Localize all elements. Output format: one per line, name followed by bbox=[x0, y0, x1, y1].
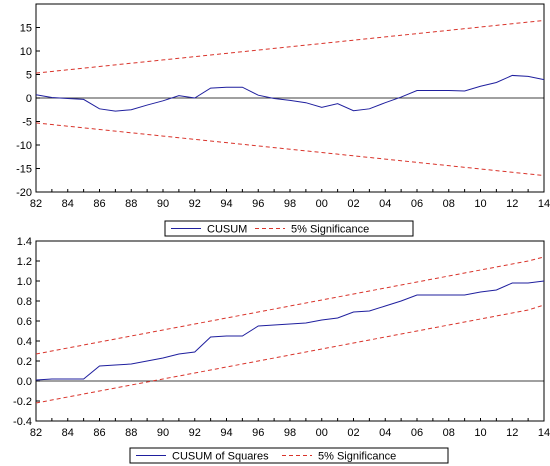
legend-box bbox=[164, 220, 414, 237]
x-tick-label: 08 bbox=[443, 427, 455, 439]
x-tick-label: 98 bbox=[284, 198, 296, 210]
y-tick-label: 1.2 bbox=[17, 256, 32, 268]
x-tick-label: 00 bbox=[316, 427, 328, 439]
y-tick-label: 1.0 bbox=[17, 276, 32, 288]
y-tick-label: 0.4 bbox=[17, 336, 32, 348]
plot-frame bbox=[35, 240, 545, 422]
x-tick-label: 90 bbox=[157, 198, 169, 210]
x-tick-label: 04 bbox=[379, 198, 391, 210]
x-tick-label: 90 bbox=[157, 427, 169, 439]
x-tick-label: 12 bbox=[506, 198, 518, 210]
x-tick-label: 10 bbox=[474, 198, 486, 210]
y-tick-label: 0 bbox=[26, 93, 32, 105]
legend-label: CUSUM bbox=[207, 224, 247, 236]
x-tick-label: 92 bbox=[189, 427, 201, 439]
x-tick-label: 06 bbox=[411, 427, 423, 439]
legend-label: 5% Significance bbox=[291, 224, 369, 236]
x-tick-label: 92 bbox=[189, 198, 201, 210]
x-tick-label: 88 bbox=[125, 427, 137, 439]
y-tick-label: 15 bbox=[20, 23, 32, 35]
x-tick-label: 84 bbox=[62, 427, 74, 439]
x-tick-label: 98 bbox=[284, 427, 296, 439]
x-tick-label: 96 bbox=[252, 427, 264, 439]
series-line-1 bbox=[35, 280, 545, 381]
chart-1: -20 -15 -10 -5 0 5 10 15 82 84 86 88 90 92 94 96 98 00 02 0… bbox=[16, 3, 550, 237]
x-tick-label: 14 bbox=[538, 427, 550, 439]
series-line-2 bbox=[35, 256, 545, 355]
x-tick-label: 86 bbox=[93, 198, 105, 210]
x-tick-label: 84 bbox=[62, 198, 74, 210]
y-tick-label: -15 bbox=[16, 164, 32, 176]
x-tick-label: 82 bbox=[30, 198, 42, 210]
x-tick-label: 88 bbox=[125, 198, 137, 210]
x-tick-label: 82 bbox=[30, 427, 42, 439]
series-line-3 bbox=[35, 304, 545, 404]
y-tick-label: 5 bbox=[26, 70, 32, 82]
legend: CUSUM 5% Significance bbox=[164, 220, 414, 237]
x-tick-label: 12 bbox=[506, 427, 518, 439]
x-tick-label: 02 bbox=[347, 198, 359, 210]
x-tick-label: 96 bbox=[252, 198, 264, 210]
x-tick-label: 04 bbox=[379, 427, 391, 439]
x-tick-label: 10 bbox=[474, 427, 486, 439]
y-tick-label: -0.2 bbox=[13, 396, 32, 408]
x-tick-label: 14 bbox=[538, 198, 550, 210]
y-tick-label: -5 bbox=[22, 117, 32, 129]
x-tick-label: 02 bbox=[347, 427, 359, 439]
y-tick-label: -0.4 bbox=[13, 416, 32, 428]
y-tick-label: 10 bbox=[20, 46, 32, 58]
x-tick-label: 06 bbox=[411, 198, 423, 210]
y-tick-label: -20 bbox=[16, 187, 32, 199]
x-tick-label: 94 bbox=[220, 427, 232, 439]
y-tick-label: 0.8 bbox=[17, 296, 32, 308]
legend-label: 5% Significance bbox=[318, 451, 396, 463]
series-line-1 bbox=[35, 74, 545, 112]
y-tick-label: -10 bbox=[16, 140, 32, 152]
x-tick-label: 94 bbox=[220, 198, 232, 210]
series-line-3 bbox=[35, 122, 545, 177]
x-tick-label: 00 bbox=[316, 198, 328, 210]
y-tick-label: 0.0 bbox=[17, 376, 32, 388]
y-tick-label: 1.4 bbox=[17, 236, 32, 248]
x-tick-label: 86 bbox=[93, 427, 105, 439]
x-tick-label: 08 bbox=[443, 198, 455, 210]
legend: CUSUM of Squares 5% Significance bbox=[129, 447, 449, 464]
series-line-2 bbox=[35, 19, 545, 74]
y-tick-label: 0.2 bbox=[17, 356, 32, 368]
chart-2: -0.4 -0.2 0.0 0.2 0.4 0.6 0.8 1.0 1.2 1.4 82 84 86 88… bbox=[13, 236, 550, 464]
legend-label: CUSUM of Squares bbox=[172, 451, 269, 463]
y-tick-label: 0.6 bbox=[17, 316, 32, 328]
